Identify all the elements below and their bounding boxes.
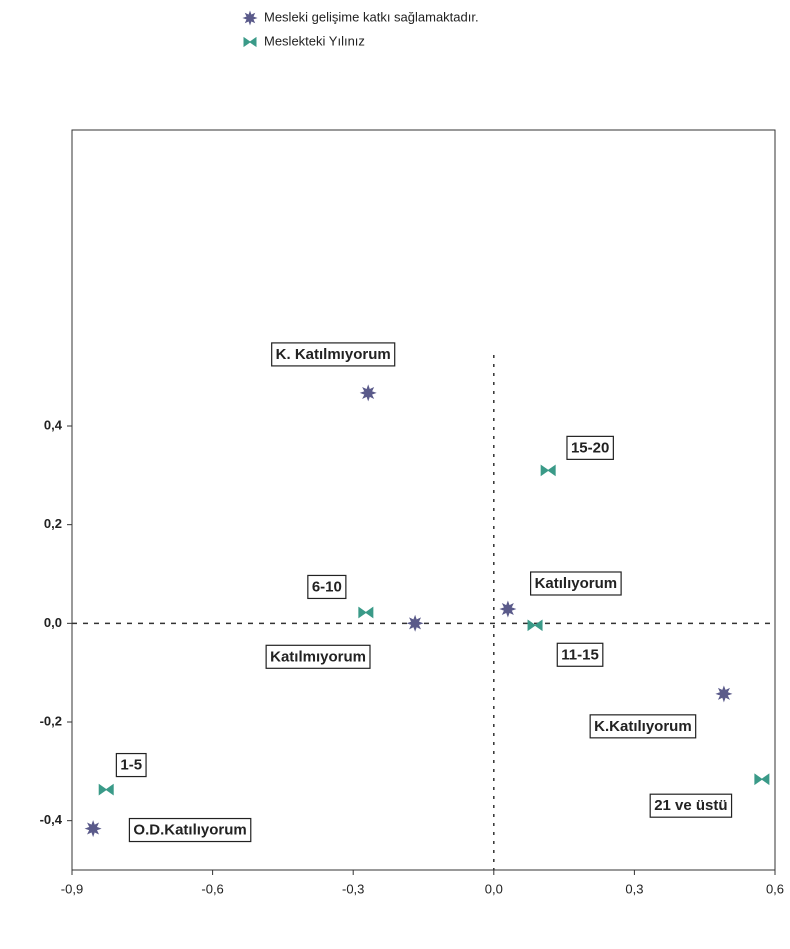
data-label: 6-10	[312, 578, 342, 595]
point-label: 21 ve üstü	[649, 793, 733, 818]
label-box	[307, 574, 347, 600]
point-label: 15-20	[566, 435, 614, 460]
point	[540, 464, 556, 477]
point	[499, 600, 517, 618]
legend-label: Mesleki gelişime katkı sağlamaktadır.	[264, 9, 479, 24]
point-label: Katılıyorum	[530, 571, 622, 596]
point	[84, 820, 102, 838]
label-box	[128, 817, 252, 843]
y-tick-label: -0,4	[40, 812, 63, 827]
legend-marker	[242, 10, 258, 26]
legend-marker	[243, 36, 257, 48]
data-label: Katılmıyorum	[270, 648, 366, 665]
data-label: O.D.Katılıyorum	[133, 822, 246, 839]
data-label: Katılıyorum	[535, 575, 618, 592]
point-label: 11-15	[556, 642, 604, 667]
data-label: K.Katılıyorum	[594, 718, 692, 735]
point-label: 1-5	[115, 752, 147, 778]
plot-frame	[71, 129, 776, 871]
label-box	[556, 642, 604, 667]
point	[527, 619, 543, 632]
label-box	[566, 435, 614, 460]
data-label: 21 ve üstü	[654, 797, 727, 814]
label-box	[271, 342, 396, 367]
point	[98, 783, 114, 796]
y-tick-label: -0,2	[40, 713, 62, 728]
label-box	[115, 752, 147, 778]
point	[359, 384, 377, 402]
point-label: K.Katılıyorum	[589, 714, 697, 739]
data-label: 11-15	[561, 646, 599, 663]
x-tick-label: 0,3	[625, 881, 643, 896]
point	[715, 685, 733, 703]
label-box	[589, 714, 697, 739]
x-tick-label: -0,3	[342, 881, 364, 896]
label-box	[530, 571, 622, 596]
label-box	[649, 793, 733, 818]
point-label: 6-10	[307, 574, 347, 600]
point-label: Katılmıyorum	[265, 644, 371, 669]
data-label: 15-20	[571, 439, 609, 456]
x-tick-label: -0,9	[61, 881, 83, 896]
label-box	[265, 644, 371, 669]
x-tick-label: 0,6	[766, 881, 784, 896]
point	[754, 773, 770, 786]
x-tick-label: 0,0	[485, 881, 503, 896]
data-label: K. Katılmıyorum	[276, 346, 391, 363]
legend-label: Meslekteki Yılınız	[264, 33, 365, 48]
point	[358, 606, 374, 619]
point	[406, 614, 424, 632]
data-label: 1-5	[120, 757, 142, 774]
y-tick-label: 0,0	[44, 615, 62, 630]
y-tick-label: 0,2	[44, 516, 62, 531]
y-tick-label: 0,4	[44, 417, 63, 432]
point-label: K. Katılmıyorum	[271, 342, 396, 367]
point-label: O.D.Katılıyorum	[128, 817, 252, 843]
x-tick-label: -0,6	[201, 881, 223, 896]
